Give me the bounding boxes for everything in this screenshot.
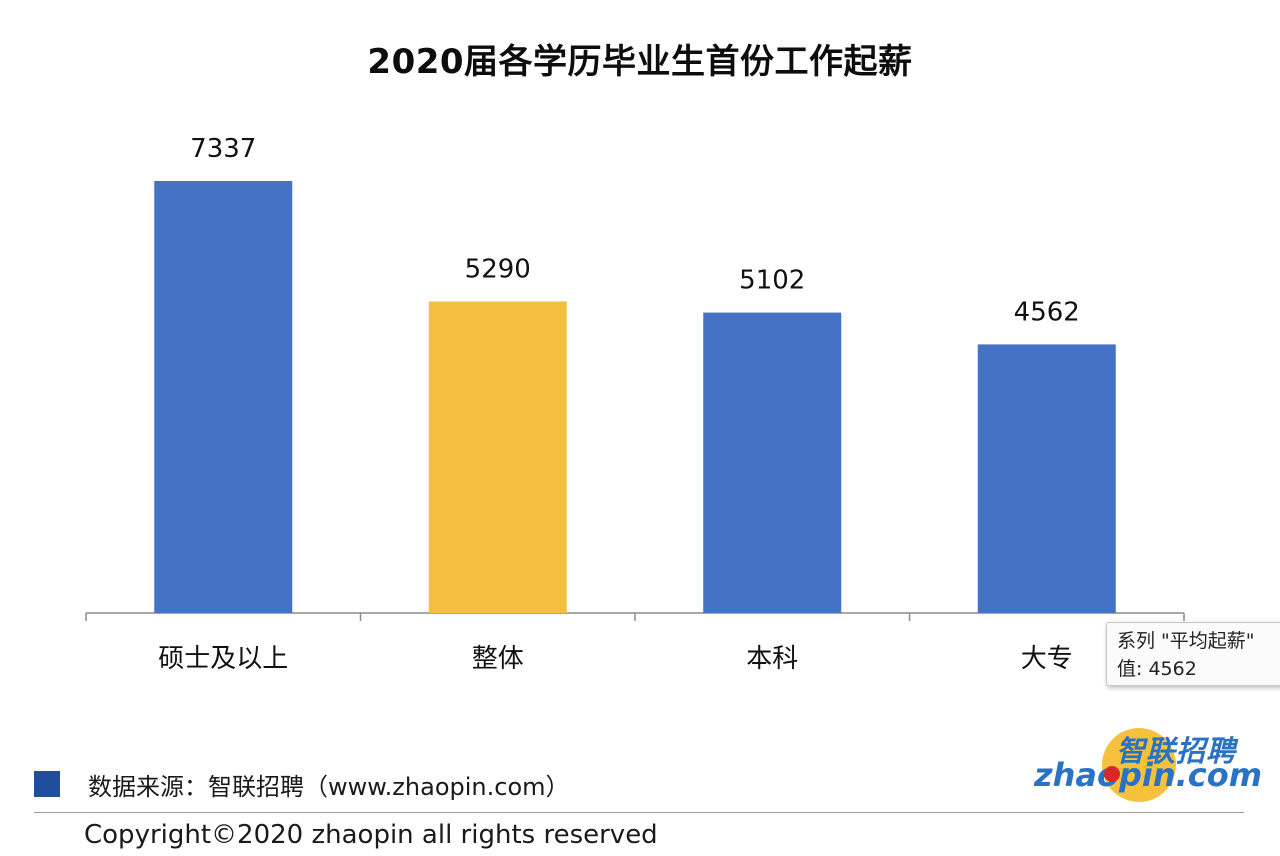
bar-value-label: 4562 xyxy=(1014,297,1080,327)
legend-swatch xyxy=(34,771,60,797)
x-tick-label: 整体 xyxy=(472,644,524,674)
x-tick-label: 硕士及以上 xyxy=(158,644,288,674)
bar-2 xyxy=(428,301,567,613)
bar-1 xyxy=(154,181,293,613)
bar-value-label: 5102 xyxy=(739,266,805,296)
bar-value-label: 7337 xyxy=(190,134,256,164)
bar-chart: 7337 硕士及以上 5290 整体 5102 本科 4562 大专 xyxy=(85,134,1185,674)
bar-value-label: 5290 xyxy=(465,255,531,285)
zhaopin-logo: 智联招聘 zhaopin.com xyxy=(1026,722,1262,806)
data-tooltip: 系列 "平均起薪" 值: 4562 xyxy=(1106,622,1280,686)
copyright-text: Copyright©2020 zhaopin all rights reserv… xyxy=(84,820,658,850)
data-source-text: 数据来源：智联招聘（www.zhaopin.com） xyxy=(88,772,570,801)
x-tick-label: 本科 xyxy=(746,644,798,674)
footer-divider xyxy=(34,812,1244,813)
logo-english-text: zhaopin.com xyxy=(1034,756,1263,794)
chart-title: 2020届各学历毕业生首份工作起薪 xyxy=(367,42,913,82)
bar-4 xyxy=(977,344,1116,613)
tooltip-series-label: 系列 "平均起薪" xyxy=(1117,630,1255,652)
logo-chinese-text: 智联招聘 xyxy=(1116,734,1237,768)
data-source-row: 数据来源：智联招聘（www.zhaopin.com） xyxy=(34,766,570,802)
bar-3 xyxy=(703,312,842,613)
logo-circle xyxy=(1102,728,1176,802)
tooltip-value-label: 值: 4562 xyxy=(1117,658,1197,680)
x-tick-label: 大专 xyxy=(1021,644,1073,674)
logo-red-dot xyxy=(1104,766,1120,782)
